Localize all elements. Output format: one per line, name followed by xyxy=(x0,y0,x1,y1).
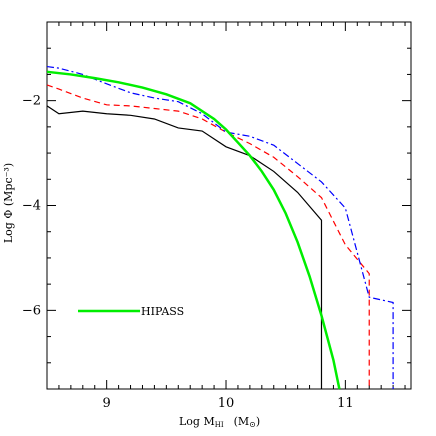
plot-frame xyxy=(46,21,412,390)
tick-labels: 9 10 11 −2 −4 −6 xyxy=(22,94,354,411)
x-axis-label: Log MHI (M⊙) xyxy=(179,415,260,429)
series-line-dashed-red xyxy=(46,84,370,389)
series-group xyxy=(46,65,394,390)
legend-label-hipass: HIPASS xyxy=(141,305,184,318)
x-tick-label: 9 xyxy=(103,396,111,411)
series-line-dashdot-blue xyxy=(46,65,394,389)
axis-ticks xyxy=(46,21,411,390)
legend: HIPASS xyxy=(78,305,184,318)
series-line-solid-green xyxy=(46,70,341,390)
y-tick-label: −2 xyxy=(22,94,41,109)
y-axis-label: Log Φ (Mpc⁻³) xyxy=(2,163,15,243)
x-tick-label: 10 xyxy=(218,396,235,411)
series-line-solid-black xyxy=(46,105,323,389)
x-tick-label: 11 xyxy=(337,396,354,411)
y-tick-label: −4 xyxy=(22,199,41,214)
y-tick-label: −6 xyxy=(22,303,41,318)
